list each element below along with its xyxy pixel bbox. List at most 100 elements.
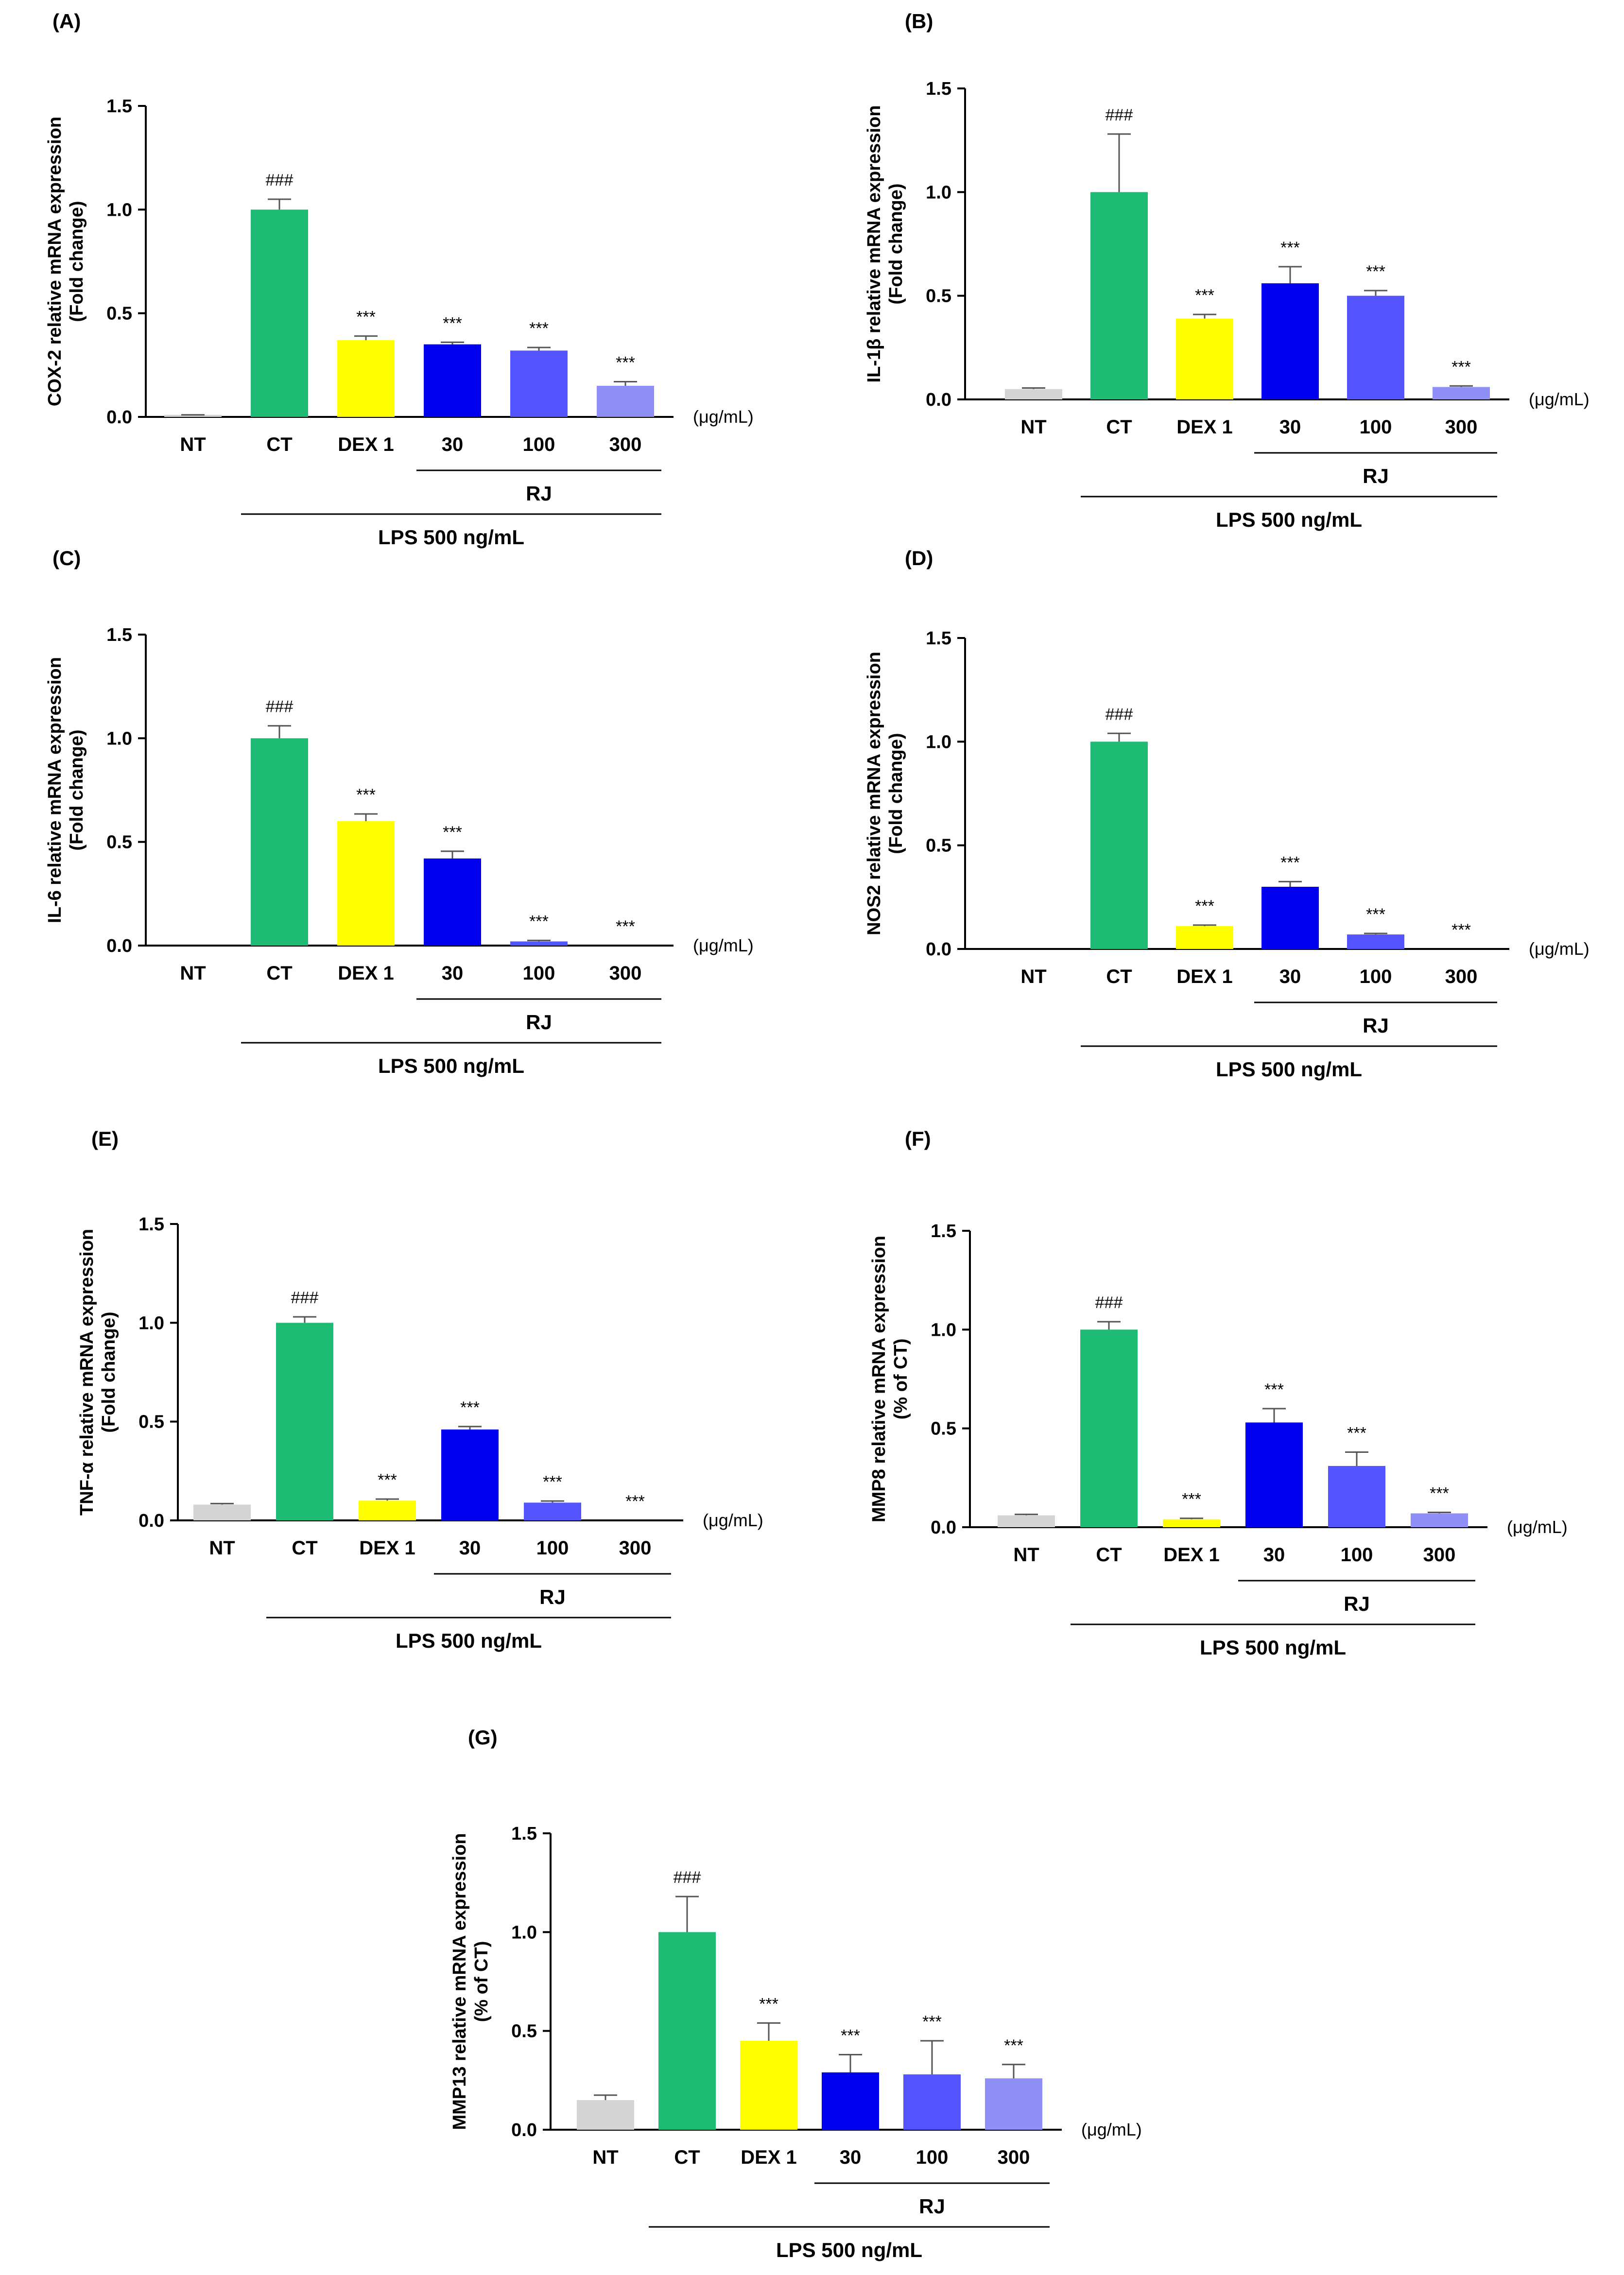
x-tick-label: NT <box>180 434 206 455</box>
y-tick-label: 0.0 <box>511 2120 537 2140</box>
significance-label: *** <box>922 2013 942 2031</box>
y-tick-label: 1.0 <box>138 1313 164 1333</box>
y-tick-label: 1.0 <box>931 1320 956 1340</box>
x-tick-label: 300 <box>1445 966 1478 987</box>
y-axis-label: TNF-α relative mRNA expression <box>77 1229 97 1516</box>
chart-panel-c: (C) 0.0 0.5 1.0 1.5 IL-6 relative mRNA expres… <box>45 547 754 1077</box>
bar <box>164 414 222 417</box>
group-label-rj: RJ <box>526 1011 552 1034</box>
unit-label: (μg/mL) <box>1529 389 1589 409</box>
significance-label: *** <box>1280 239 1300 257</box>
y-axis-label-units: (Fold change) <box>886 183 906 304</box>
y-tick-label: 1.0 <box>106 728 132 749</box>
significance-label: *** <box>460 1398 480 1417</box>
group-label-lps: LPS 500 ng/mL <box>1200 1636 1346 1659</box>
y-tick-label: 0.5 <box>511 2021 537 2042</box>
x-tick-label: CT <box>674 2147 700 2168</box>
bar <box>1163 1519 1220 1527</box>
panel-label: (E) <box>91 1127 119 1150</box>
significance-label: *** <box>759 1995 778 2013</box>
x-tick-label: 300 <box>1445 416 1478 438</box>
significance-label: *** <box>1451 921 1471 939</box>
y-tick-label: 1.5 <box>931 1221 956 1241</box>
y-tick-label: 1.0 <box>926 732 951 752</box>
y-tick-label: 0.5 <box>926 836 951 856</box>
y-tick-label: 0.5 <box>138 1412 164 1432</box>
x-tick-label: NT <box>209 1537 235 1559</box>
significance-label: *** <box>378 1471 397 1489</box>
significance-label: ### <box>674 1868 701 1887</box>
x-tick-label: 30 <box>442 963 464 984</box>
x-tick-label: CT <box>266 963 292 984</box>
significance-label: *** <box>529 912 549 931</box>
x-tick-label: DEX 1 <box>1176 416 1233 438</box>
group-label-lps: LPS 500 ng/mL <box>378 526 524 549</box>
x-tick-label: CT <box>1106 966 1132 987</box>
y-axis-label-units: (Fold change) <box>99 1311 119 1432</box>
unit-label: (μg/mL) <box>703 1510 763 1530</box>
bar <box>424 344 481 417</box>
significance-label: ### <box>291 1289 319 1307</box>
unit-label: (μg/mL) <box>693 935 754 955</box>
y-tick-label: 0.0 <box>106 936 132 956</box>
y-tick-label: 1.5 <box>511 1824 537 1844</box>
significance-label: *** <box>443 823 462 842</box>
significance-label: *** <box>1366 262 1385 281</box>
y-tick-label: 0.0 <box>138 1511 164 1531</box>
y-tick-label: 1.5 <box>106 96 132 117</box>
bar <box>524 1502 581 1520</box>
significance-label: *** <box>1195 286 1214 305</box>
x-tick-label: DEX 1 <box>1163 1544 1220 1566</box>
x-tick-label: 30 <box>442 434 464 455</box>
y-tick-label: 1.5 <box>926 628 951 649</box>
y-tick-label: 1.0 <box>926 182 951 203</box>
y-tick-label: 0.0 <box>926 390 951 410</box>
bar <box>1261 283 1319 399</box>
bar <box>577 2100 634 2130</box>
x-tick-label: 30 <box>1263 1544 1285 1566</box>
bar <box>1090 741 1148 949</box>
bar <box>337 340 395 417</box>
x-tick-label: 300 <box>1423 1544 1456 1566</box>
significance-label: ### <box>1106 106 1133 124</box>
bar <box>998 1515 1055 1527</box>
significance-label: *** <box>1366 905 1385 924</box>
panel-label: (B) <box>905 10 933 33</box>
x-tick-label: 100 <box>523 434 555 455</box>
y-tick-label: 1.0 <box>106 200 132 220</box>
unit-label: (μg/mL) <box>1529 939 1589 959</box>
x-tick-label: 100 <box>536 1537 569 1559</box>
x-tick-label: 30 <box>1279 416 1301 438</box>
bar <box>276 1323 333 1520</box>
y-axis-label-units: (Fold change) <box>67 729 87 850</box>
bar <box>597 386 654 417</box>
x-tick-label: 300 <box>609 434 642 455</box>
significance-label: *** <box>356 786 376 804</box>
x-tick-label: 300 <box>619 1537 652 1559</box>
y-tick-label: 1.5 <box>926 79 951 99</box>
significance-label: *** <box>1430 1484 1449 1503</box>
bar <box>424 858 481 946</box>
significance-label: *** <box>625 1492 645 1511</box>
group-label-rj: RJ <box>526 482 552 505</box>
y-tick-label: 0.5 <box>931 1419 956 1439</box>
y-axis-label: IL-6 relative mRNA expression <box>45 657 65 923</box>
x-tick-label: CT <box>1106 416 1132 438</box>
group-label-rj: RJ <box>1363 465 1389 487</box>
x-tick-label: CT <box>1096 1544 1122 1566</box>
group-label-lps: LPS 500 ng/mL <box>1216 508 1362 531</box>
y-tick-label: 0.0 <box>106 407 132 428</box>
x-tick-label: 100 <box>1341 1544 1373 1566</box>
bar <box>1261 887 1319 949</box>
bar <box>359 1500 416 1520</box>
x-tick-label: 300 <box>998 2147 1030 2168</box>
chart-panel-a: (A) 0.0 0.5 1.0 1.5 COX-2 relative mRNA expre… <box>45 10 754 549</box>
bar <box>822 2072 879 2130</box>
significance-label: *** <box>543 1473 562 1491</box>
significance-label: *** <box>1182 1490 1201 1509</box>
bar <box>251 738 308 946</box>
significance-label: *** <box>616 917 635 936</box>
significance-label: *** <box>1004 2036 1023 2055</box>
